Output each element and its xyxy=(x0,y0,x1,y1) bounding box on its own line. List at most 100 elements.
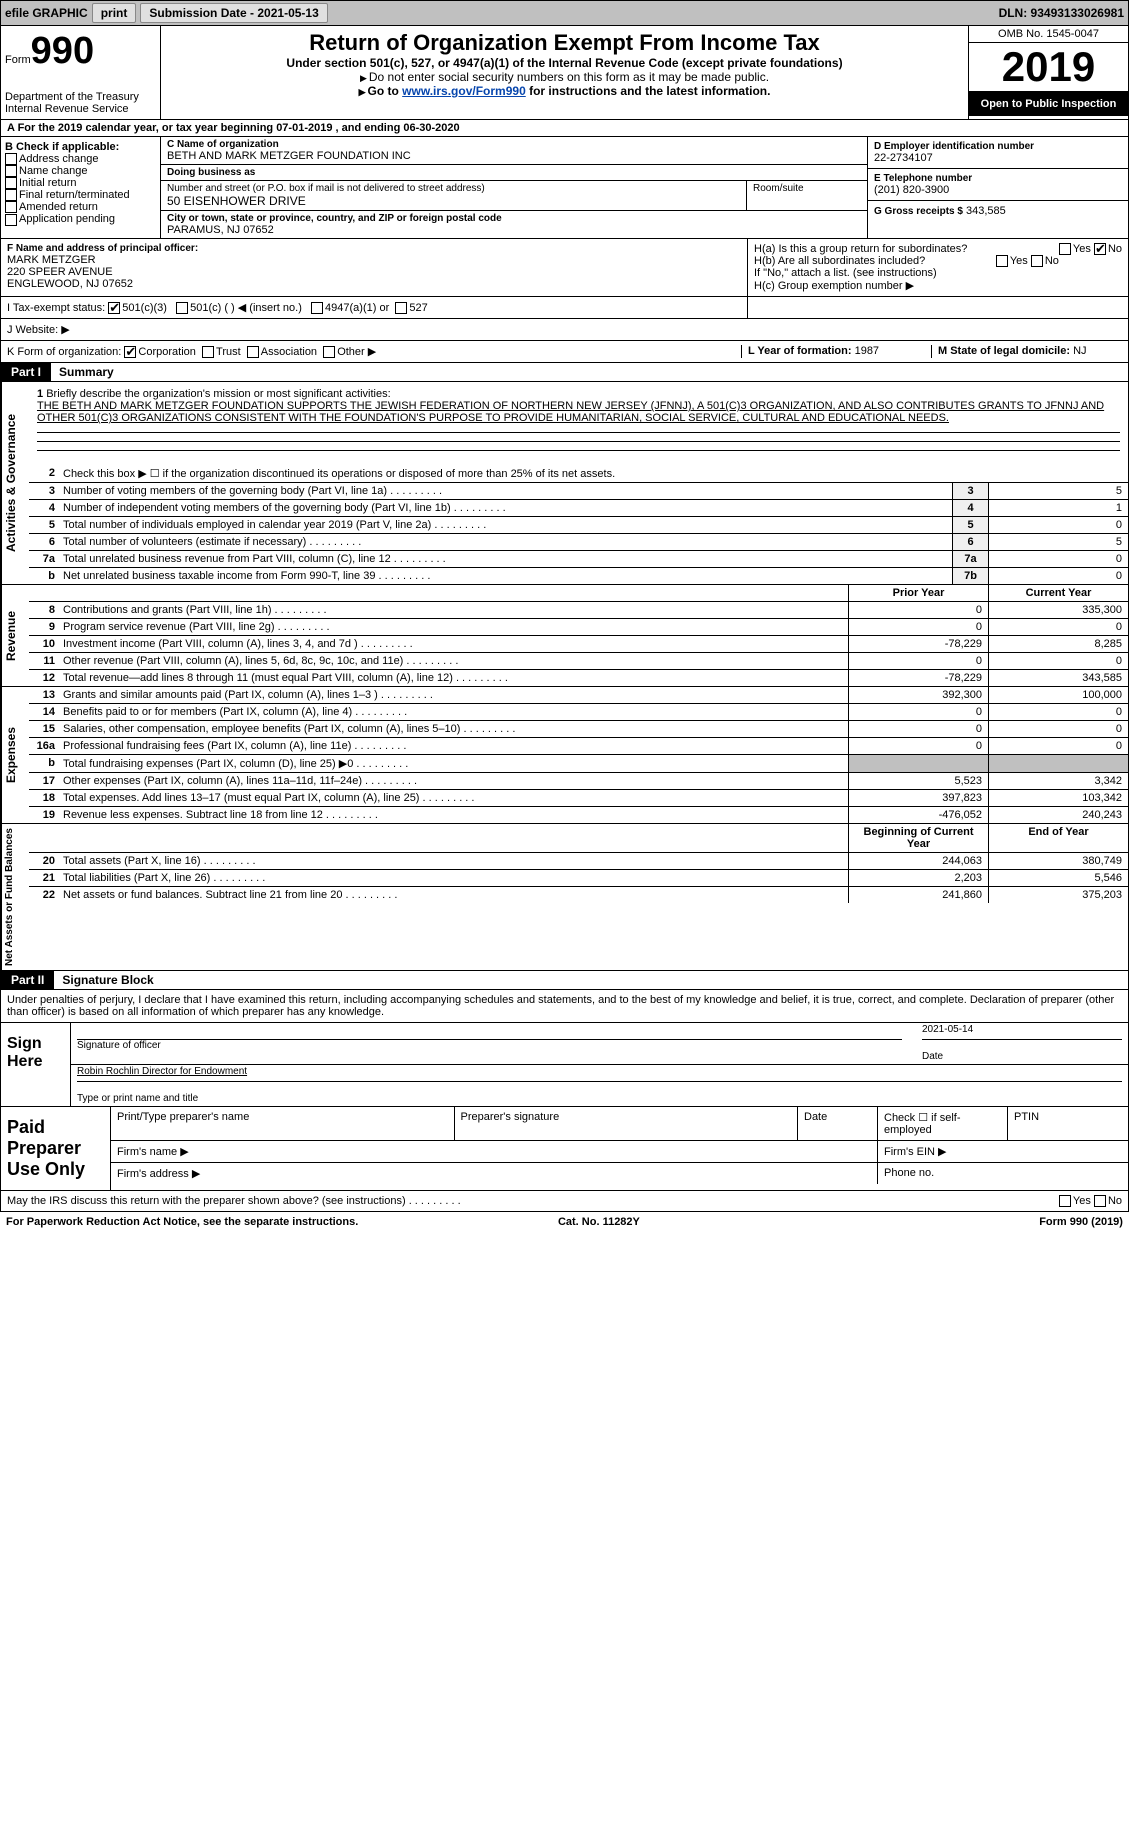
website-label: J Website: ▶ xyxy=(7,323,70,336)
phone-value: (201) 820-3900 xyxy=(874,184,1122,196)
submission-date: Submission Date - 2021-05-13 xyxy=(140,3,327,23)
exp-line-19: 19Revenue less expenses. Subtract line 1… xyxy=(29,807,1128,823)
sig-text: Under penalties of perjury, I declare th… xyxy=(0,990,1129,1023)
h-b-note: If "No," attach a list. (see instruction… xyxy=(754,267,1122,279)
street-label: Number and street (or P.O. box if mail i… xyxy=(167,183,740,194)
exp-line-16a: 16aProfessional fundraising fees (Part I… xyxy=(29,738,1128,755)
status-row: I Tax-exempt status: 501(c)(3) 501(c) ( … xyxy=(0,297,1129,319)
col-boc: Beginning of Current Year xyxy=(848,824,988,852)
gov-line-3: 3Number of voting members of the governi… xyxy=(29,483,1128,500)
exp-line-14: 14Benefits paid to or for members (Part … xyxy=(29,704,1128,721)
revenue-section: Revenue Prior Year Current Year 8Contrib… xyxy=(0,585,1129,687)
cb-trust[interactable] xyxy=(202,346,214,358)
k-l-m-row: K Form of organization: Corporation Trus… xyxy=(0,341,1129,363)
entity-block: B Check if applicable: Address change Na… xyxy=(0,137,1129,239)
gov-line-b: bNet unrelated business taxable income f… xyxy=(29,568,1128,584)
cb-final-return[interactable]: Final return/terminated xyxy=(5,189,156,201)
cb-527[interactable] xyxy=(395,302,407,314)
officer-label: F Name and address of principal officer: xyxy=(7,243,741,254)
period-line: A For the 2019 calendar year, or tax yea… xyxy=(0,120,1129,137)
gov-line-5: 5Total number of individuals employed in… xyxy=(29,517,1128,534)
revenue-header: Prior Year Current Year xyxy=(29,585,1128,602)
gross-value: 343,585 xyxy=(966,205,1006,217)
cb-amended[interactable]: Amended return xyxy=(5,201,156,213)
na-line-20: 20Total assets (Part X, line 16)244,0633… xyxy=(29,853,1128,870)
part1-title: Summary xyxy=(51,363,122,381)
cb-initial-return[interactable]: Initial return xyxy=(5,177,156,189)
rev-line-9: 9Program service revenue (Part VIII, lin… xyxy=(29,619,1128,636)
tax-year: 2019 xyxy=(969,43,1128,92)
col-prior: Prior Year xyxy=(848,585,988,601)
exp-line-15: 15Salaries, other compensation, employee… xyxy=(29,721,1128,738)
tax-status-label: I Tax-exempt status: xyxy=(7,302,105,314)
cb-may-no[interactable] xyxy=(1094,1195,1106,1207)
exp-line-b: bTotal fundraising expenses (Part IX, co… xyxy=(29,755,1128,773)
cb-app-pending[interactable]: Application pending xyxy=(5,213,156,225)
netassets-header: Beginning of Current Year End of Year xyxy=(29,824,1128,853)
cb-corp[interactable] xyxy=(124,346,136,358)
cb-4947[interactable] xyxy=(311,302,323,314)
omb: OMB No. 1545-0047 xyxy=(969,26,1128,43)
vlabel-governance: Activities & Governance xyxy=(1,382,29,584)
form-title-box: Return of Organization Exempt From Incom… xyxy=(161,26,968,119)
cb-501c[interactable] xyxy=(176,302,188,314)
org-name-label: C Name of organization xyxy=(167,139,861,150)
section-m: M State of legal domicile: NJ xyxy=(932,345,1122,358)
prep-row3: Firm's address ▶ Phone no. xyxy=(111,1163,1128,1184)
col-current: Current Year xyxy=(988,585,1128,601)
officer-name-line: Robin Rochlin Director for EndowmentType… xyxy=(77,1081,1122,1104)
form-meta-box: OMB No. 1545-0047 2019 Open to Public In… xyxy=(968,26,1128,119)
mission-block: 1 Briefly describe the organization's mi… xyxy=(29,382,1128,465)
dba-label: Doing business as xyxy=(167,167,861,178)
expenses-section: Expenses 13Grants and similar amounts pa… xyxy=(0,687,1129,824)
part1-tab: Part I xyxy=(1,363,51,381)
goto-link[interactable]: www.irs.gov/Form990 xyxy=(402,84,526,98)
form-word: Form xyxy=(5,54,31,66)
cb-other[interactable] xyxy=(323,346,335,358)
gov-line-7a: 7aTotal unrelated business revenue from … xyxy=(29,551,1128,568)
form-note: Do not enter social security numbers on … xyxy=(169,70,960,84)
cb-address-change[interactable]: Address change xyxy=(5,153,156,165)
section-c: C Name of organization BETH AND MARK MET… xyxy=(161,137,868,238)
sig-date: 2021-05-14Date xyxy=(922,1039,1122,1062)
netassets-section: Net Assets or Fund Balances Beginning of… xyxy=(0,824,1129,971)
cb-assoc[interactable] xyxy=(247,346,259,358)
rev-line-12: 12Total revenue—add lines 8 through 11 (… xyxy=(29,670,1128,686)
ein-label: D Employer identification number xyxy=(874,141,1122,152)
cb-501c3[interactable] xyxy=(108,302,120,314)
section-i: I Tax-exempt status: 501(c)(3) 501(c) ( … xyxy=(1,297,748,318)
part2-tab: Part II xyxy=(1,971,54,989)
open-inspection: Open to Public Inspection xyxy=(969,92,1128,116)
gov-line-4: 4Number of independent voting members of… xyxy=(29,500,1128,517)
footer: For Paperwork Reduction Act Notice, see … xyxy=(0,1212,1129,1232)
right-col: D Employer identification number 22-2734… xyxy=(868,137,1128,238)
section-b-header: B Check if applicable: xyxy=(5,141,156,153)
top-bar: efile GRAPHIC print Submission Date - 20… xyxy=(0,0,1129,26)
activities-governance: Activities & Governance 1 Briefly descri… xyxy=(0,382,1129,585)
exp-line-13: 13Grants and similar amounts paid (Part … xyxy=(29,687,1128,704)
section-b: B Check if applicable: Address change Na… xyxy=(1,137,161,238)
vlabel-netassets: Net Assets or Fund Balances xyxy=(1,824,29,970)
suite-label: Room/suite xyxy=(747,181,867,210)
form-header: Form990 Department of the Treasury Inter… xyxy=(0,26,1129,120)
col-eoy: End of Year xyxy=(988,824,1128,852)
h-c-right xyxy=(748,297,1128,318)
gross-label: G Gross receipts $ xyxy=(874,206,963,217)
section-f: F Name and address of principal officer:… xyxy=(1,239,748,296)
footer-mid: Cat. No. 11282Y xyxy=(558,1216,640,1228)
line-2: 2 Check this box ▶ ☐ if the organization… xyxy=(29,465,1128,483)
h-b: H(b) Are all subordinates included? Yes … xyxy=(754,255,1122,267)
print-button[interactable]: print xyxy=(92,3,137,23)
na-line-22: 22Net assets or fund balances. Subtract … xyxy=(29,887,1128,903)
vlabel-revenue: Revenue xyxy=(1,585,29,686)
section-j: J Website: ▶ xyxy=(0,319,1129,341)
part1-header: Part I Summary xyxy=(0,363,1129,382)
section-h: H(a) Is this a group return for subordin… xyxy=(748,239,1128,296)
officer-sig-line[interactable]: Signature of officer xyxy=(77,1039,902,1062)
efile-label: efile GRAPHIC xyxy=(5,6,88,20)
na-line-21: 21Total liabilities (Part X, line 26)2,2… xyxy=(29,870,1128,887)
cb-may-yes[interactable] xyxy=(1059,1195,1071,1207)
exp-line-18: 18Total expenses. Add lines 13–17 (must … xyxy=(29,790,1128,807)
form-number: 990 xyxy=(31,30,94,72)
cb-name-change[interactable]: Name change xyxy=(5,165,156,177)
